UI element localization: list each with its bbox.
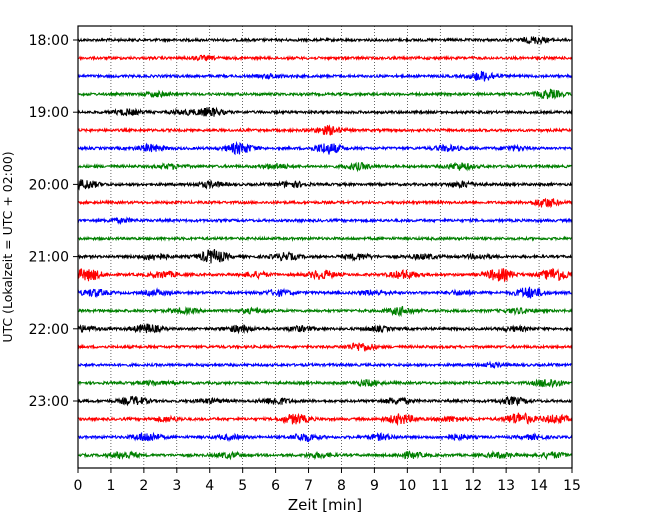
plot-frame bbox=[77, 25, 573, 469]
trace-2230 bbox=[77, 360, 573, 370]
x-tick-label: 3 bbox=[172, 478, 181, 494]
trace-2000 bbox=[77, 179, 573, 191]
x-tick-label: 14 bbox=[530, 478, 548, 494]
y-tick-label: 19:00 bbox=[29, 105, 69, 121]
x-tick-label: 6 bbox=[271, 478, 280, 494]
y-tick-label: 18:00 bbox=[29, 33, 69, 49]
trace-2315 bbox=[77, 412, 573, 426]
trace-2200 bbox=[77, 323, 573, 335]
x-tick-label: 11 bbox=[431, 478, 449, 494]
x-tick-label: 13 bbox=[497, 478, 515, 494]
trace-1815 bbox=[77, 54, 573, 62]
trace-2215 bbox=[77, 342, 573, 352]
trace-2030 bbox=[77, 216, 573, 226]
trace-2245 bbox=[77, 378, 573, 389]
x-tick-label: 10 bbox=[398, 478, 416, 494]
x-tick-label: 8 bbox=[337, 478, 346, 494]
x-tick-label: 5 bbox=[238, 478, 247, 494]
trace-1915 bbox=[77, 124, 573, 136]
trace-2130 bbox=[77, 286, 573, 299]
trace-2045 bbox=[77, 235, 573, 242]
trace-1945 bbox=[77, 161, 573, 173]
y-tick-label: 20:00 bbox=[29, 177, 69, 193]
x-tick-label: 12 bbox=[464, 478, 482, 494]
trace-2300 bbox=[77, 395, 573, 407]
trace-1845 bbox=[77, 88, 573, 100]
trace-2115 bbox=[77, 267, 573, 283]
x-axis-ticks: 0 1 2 3 4 5 6 7 8 9 10 11 12 13 14 15 bbox=[74, 468, 581, 494]
trace-1830 bbox=[77, 70, 573, 82]
x-tick-label: 1 bbox=[106, 478, 115, 494]
x-tick-label: 7 bbox=[304, 478, 313, 494]
trace-group bbox=[77, 36, 573, 461]
y-axis-label: UTC (Lokalzeit = UTC + 02:00) bbox=[0, 151, 15, 342]
trace-1930 bbox=[77, 140, 573, 156]
x-tick-label: 0 bbox=[74, 478, 83, 494]
x-axis-label: Zeit [min] bbox=[288, 496, 362, 514]
x-tick-label: 2 bbox=[139, 478, 148, 494]
x-tick-label: 9 bbox=[370, 478, 379, 494]
trace-2145 bbox=[77, 305, 573, 318]
y-axis-ticks: 18:00 19:00 20:00 21:00 22:00 23:00 bbox=[29, 33, 78, 410]
trace-1800 bbox=[77, 36, 573, 46]
y-tick-label: 23:00 bbox=[29, 394, 69, 410]
x-tick-label: 15 bbox=[563, 478, 581, 494]
trace-2345 bbox=[77, 450, 573, 461]
trace-1900 bbox=[77, 106, 573, 117]
trace-2015 bbox=[77, 197, 573, 209]
y-tick-label: 21:00 bbox=[29, 250, 69, 266]
trace-2100 bbox=[77, 248, 573, 264]
trace-2330 bbox=[77, 431, 573, 443]
x-tick-label: 4 bbox=[205, 478, 214, 494]
y-tick-label: 22:00 bbox=[29, 322, 69, 338]
